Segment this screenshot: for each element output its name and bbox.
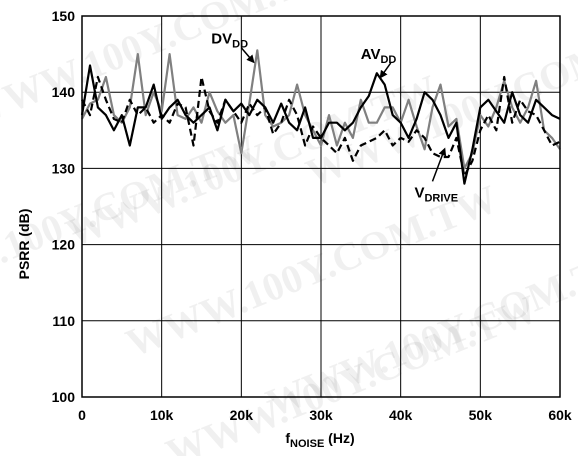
annotation-v-drive: VDRIVE (414, 184, 458, 204)
series-lines (80, 49, 561, 185)
annotation-main: AV (361, 46, 381, 63)
series-line-v-drive (81, 75, 561, 178)
y-tick-label: 110 (52, 313, 75, 329)
plot-frame (81, 15, 561, 398)
series-line-dv-dd (81, 49, 561, 170)
annotation-main: V (414, 184, 424, 201)
y-tick-label: 100 (52, 389, 76, 405)
annotation-sub: DD (380, 54, 396, 66)
annotation-arrow (240, 47, 255, 64)
x-axis-label-main: f (285, 430, 290, 446)
y-axis-label: PSRR (dB) (16, 209, 32, 280)
x-axis-label-sub: NOISE (290, 438, 324, 450)
annotation-av-dd: AVDD (361, 46, 397, 66)
x-tick-label: 60k (548, 407, 572, 423)
annotation-arrow (431, 147, 447, 182)
x-axis-label: fNOISE (Hz) (285, 430, 354, 450)
x-tick-label: 30k (309, 407, 333, 423)
y-tick-label: 150 (52, 8, 76, 24)
y-tick-label: 120 (52, 237, 76, 253)
x-tick-label: 20k (230, 407, 254, 423)
y-tick-label: 140 (52, 84, 76, 100)
annotation-sub: DD (232, 39, 248, 51)
x-tick-label: 10k (150, 407, 174, 423)
x-tick-label: 0 (78, 407, 86, 423)
annotation-dv-dd: DVDD (211, 31, 248, 51)
x-tick-label: 50k (469, 407, 493, 423)
annotation-main: DV (211, 31, 232, 48)
x-tick-label: 40k (389, 407, 413, 423)
annotation-arrow (379, 62, 392, 79)
x-tick-labels: 0 10k 20k 30k 40k 50k 60k (78, 407, 572, 423)
x-axis-label-unit: (Hz) (324, 430, 354, 446)
y-tick-labels: 100 110 120 130 140 150 (52, 8, 76, 405)
y-tick-label: 130 (52, 160, 76, 176)
series-line-av-dd (80, 64, 561, 185)
annotation-sub: DRIVE (424, 192, 458, 204)
